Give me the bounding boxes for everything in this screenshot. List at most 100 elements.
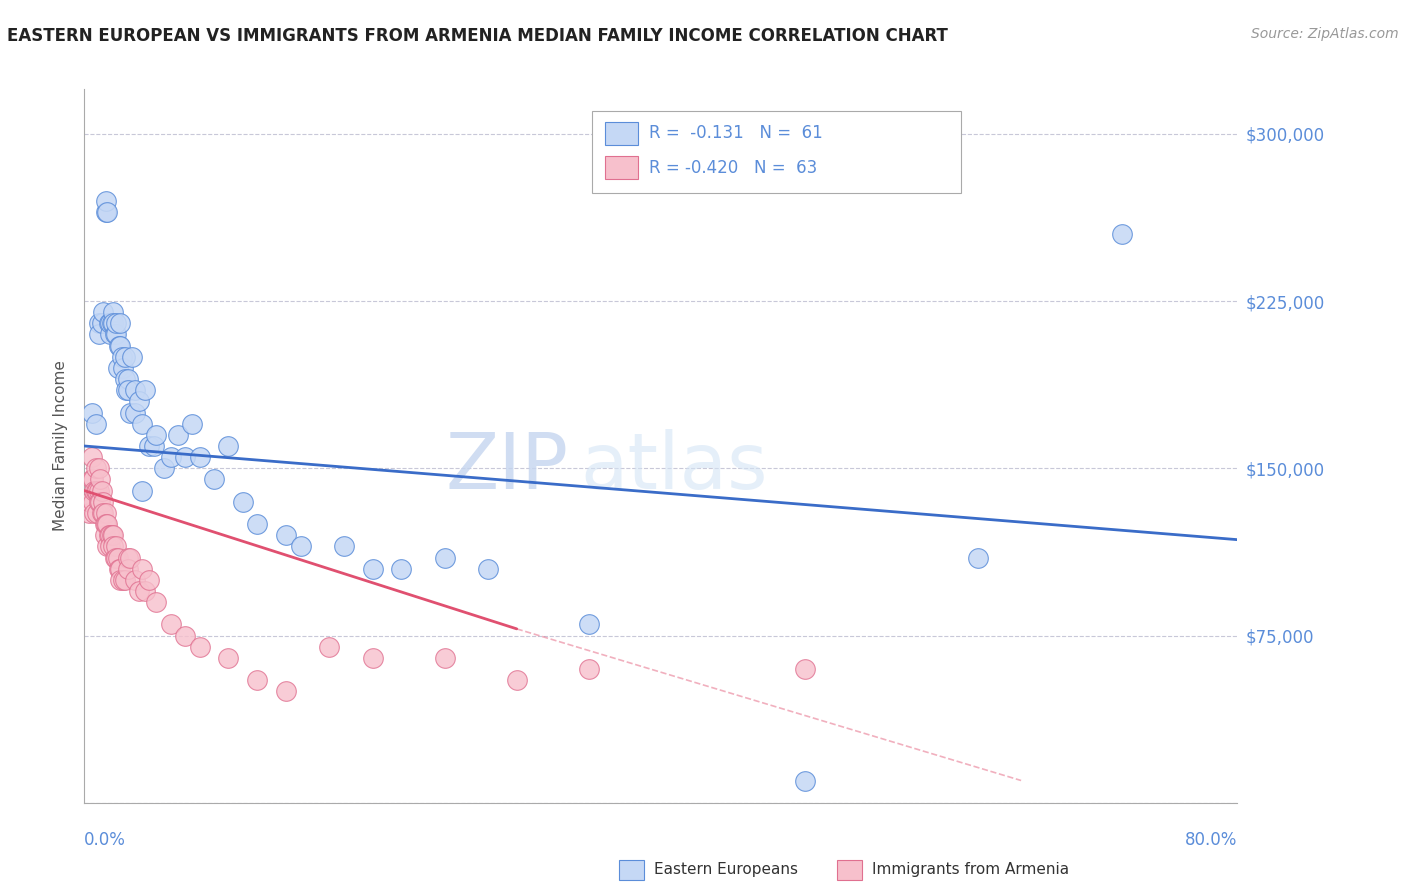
Point [110, 316, 132, 330]
Point [87, 494, 110, 508]
Point [105, 550, 128, 565]
Point [1111, 227, 1133, 241]
Point [96, 516, 118, 531]
Point [318, 640, 340, 654]
Point [93, 528, 115, 542]
Point [142, 439, 165, 453]
Point [138, 439, 160, 453]
Point [506, 673, 529, 687]
Point [361, 651, 384, 665]
Point [433, 550, 456, 565]
Point [246, 673, 269, 687]
Point [94, 204, 117, 219]
Point [117, 562, 139, 576]
Point [84, 461, 107, 475]
Text: R =  -0.131   N =  61: R = -0.131 N = 61 [650, 125, 823, 143]
Point [91, 305, 114, 319]
Point [131, 562, 153, 576]
Point [110, 562, 132, 576]
Point [131, 417, 153, 431]
Point [117, 550, 139, 565]
Text: Source: ZipAtlas.com: Source: ZipAtlas.com [1251, 27, 1399, 41]
Point [134, 583, 156, 598]
Point [105, 316, 128, 330]
Point [276, 528, 298, 542]
Point [77, 506, 100, 520]
Point [120, 550, 142, 565]
Point [134, 383, 156, 397]
Point [120, 405, 142, 419]
Point [79, 494, 101, 508]
Point [100, 528, 122, 542]
Point [100, 316, 122, 330]
Point [160, 450, 183, 464]
Point [188, 450, 211, 464]
Bar [837, 860, 862, 880]
Point [174, 450, 197, 464]
Text: atlas: atlas [581, 429, 768, 506]
Point [114, 350, 136, 364]
Point [86, 483, 108, 498]
Point [112, 360, 135, 375]
Point [181, 417, 204, 431]
Point [82, 472, 104, 486]
Point [114, 573, 136, 587]
Point [103, 539, 124, 553]
Point [202, 472, 225, 486]
Point [84, 417, 107, 431]
Point [91, 494, 114, 508]
Point [89, 472, 111, 486]
Point [80, 405, 103, 419]
Point [967, 550, 990, 565]
Point [117, 372, 139, 386]
Point [107, 550, 129, 565]
Point [152, 461, 174, 475]
Point [110, 338, 132, 352]
Text: EASTERN EUROPEAN VS IMMIGRANTS FROM ARMENIA MEDIAN FAMILY INCOME CORRELATION CHA: EASTERN EUROPEAN VS IMMIGRANTS FROM ARME… [7, 27, 948, 45]
Point [794, 662, 817, 676]
Text: Immigrants from Armenia: Immigrants from Armenia [872, 863, 1069, 877]
Point [84, 483, 107, 498]
Point [124, 573, 146, 587]
Point [111, 350, 134, 364]
Point [103, 528, 124, 542]
Point [124, 405, 146, 419]
Point [232, 494, 254, 508]
Point [83, 506, 105, 520]
Point [83, 483, 105, 498]
Point [94, 194, 117, 208]
Point [145, 595, 167, 609]
Point [97, 316, 120, 330]
Point [104, 327, 127, 342]
Point [87, 316, 110, 330]
Point [89, 494, 111, 508]
Point [96, 204, 118, 219]
Point [188, 640, 211, 654]
Point [87, 327, 110, 342]
Point [98, 528, 121, 542]
Point [361, 562, 384, 576]
Point [290, 539, 312, 553]
Point [124, 383, 146, 397]
Point [433, 651, 456, 665]
Point [114, 372, 136, 386]
Point [103, 316, 124, 330]
Point [112, 573, 135, 587]
Point [117, 383, 139, 397]
Point [218, 651, 240, 665]
Point [105, 327, 128, 342]
Text: Eastern Europeans: Eastern Europeans [654, 863, 797, 877]
Point [103, 305, 124, 319]
Bar [606, 156, 638, 179]
FancyBboxPatch shape [592, 111, 960, 193]
Point [167, 427, 190, 442]
Point [108, 338, 131, 352]
Point [477, 562, 499, 576]
Point [93, 516, 115, 531]
Point [391, 562, 413, 576]
Bar [606, 121, 638, 145]
Point [276, 684, 298, 698]
Point [96, 539, 118, 553]
Point [91, 506, 114, 520]
Point [98, 316, 121, 330]
